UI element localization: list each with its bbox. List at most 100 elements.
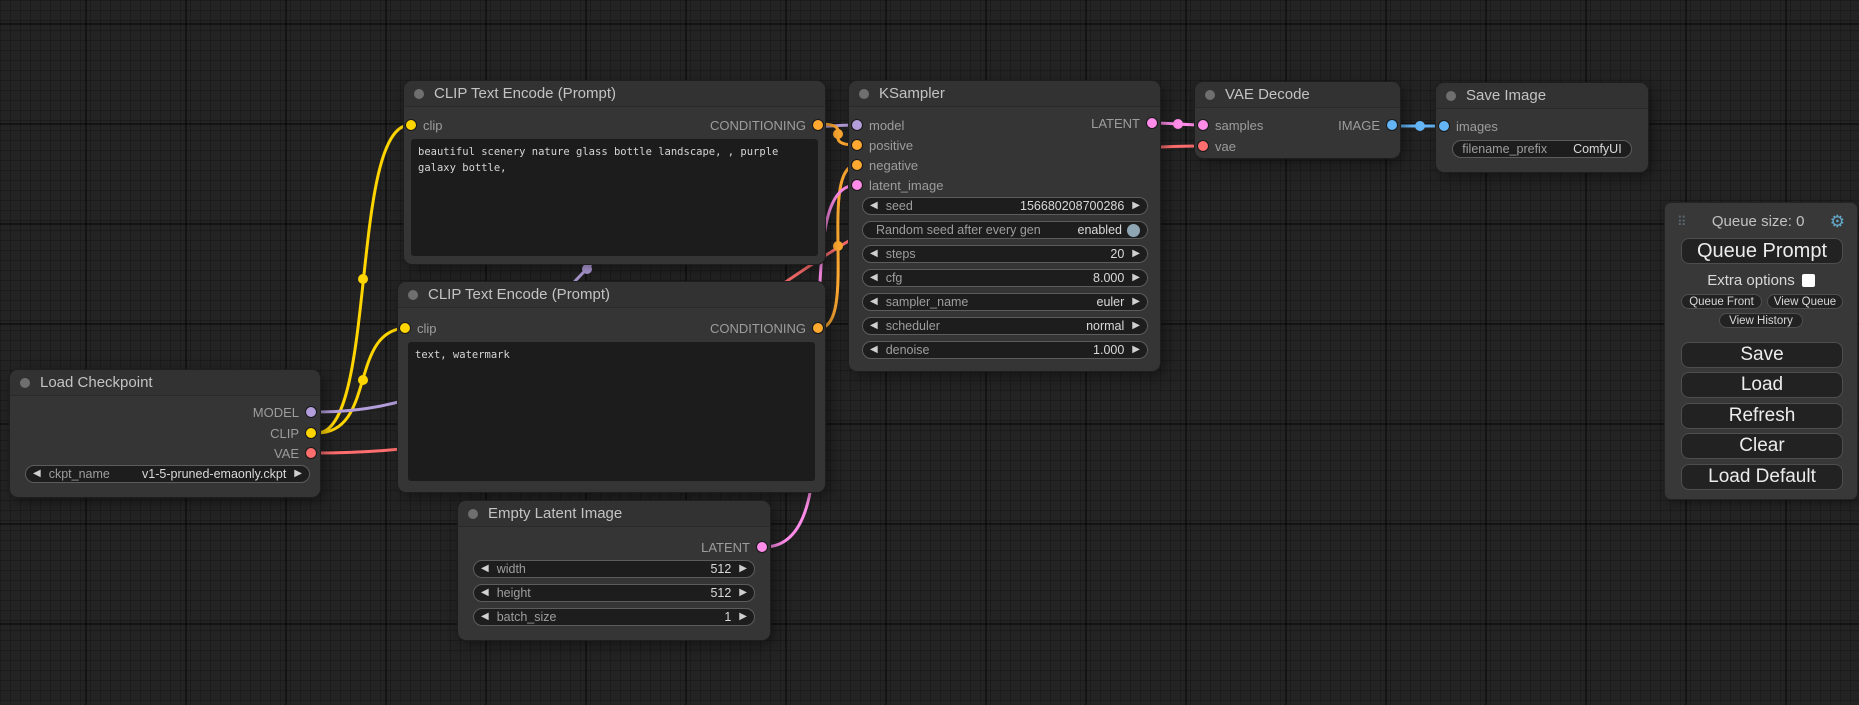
view-queue-button[interactable]: View Queue bbox=[1767, 294, 1843, 309]
input-row-images: images bbox=[1439, 117, 1498, 135]
increment-arrow-icon[interactable]: ▶ bbox=[1132, 296, 1140, 307]
settings-gear-icon[interactable]: ⚙ bbox=[1829, 212, 1845, 231]
node-load-checkpoint[interactable]: Load Checkpoint MODEL CLIP VAE ◀ ckpt_na… bbox=[10, 370, 320, 497]
decrement-arrow-icon[interactable]: ◀ bbox=[870, 344, 878, 355]
collapse-dot-icon[interactable] bbox=[20, 377, 30, 388]
widget-random-seed-toggle[interactable]: Random seed after every gen enabled bbox=[862, 221, 1148, 239]
increment-arrow-icon[interactable]: ▶ bbox=[739, 611, 747, 622]
input-port-vae[interactable] bbox=[1198, 141, 1208, 151]
wire-dot bbox=[358, 274, 368, 284]
node-title-bar[interactable]: Load Checkpoint bbox=[10, 370, 320, 396]
node-ksampler[interactable]: KSampler model positive negative latent_… bbox=[849, 81, 1160, 371]
input-port-positive[interactable] bbox=[852, 140, 862, 150]
load-default-button[interactable]: Load Default bbox=[1681, 464, 1843, 490]
node-title-bar[interactable]: VAE Decode bbox=[1195, 82, 1400, 108]
node-clip-text-encode-negative[interactable]: CLIP Text Encode (Prompt) clip CONDITION… bbox=[398, 282, 825, 492]
widget-value: 1.000 bbox=[1093, 343, 1125, 357]
decrement-arrow-icon[interactable]: ◀ bbox=[481, 587, 489, 598]
increment-arrow-icon[interactable]: ▶ bbox=[1132, 344, 1140, 355]
clear-button[interactable]: Clear bbox=[1681, 433, 1843, 459]
drag-handle-icon[interactable]: ⠿ bbox=[1677, 214, 1687, 229]
widget-seed[interactable]: ◀ seed 156680208700286 ▶ bbox=[862, 197, 1148, 215]
output-port-image[interactable] bbox=[1387, 120, 1397, 130]
increment-arrow-icon[interactable]: ▶ bbox=[1132, 320, 1140, 331]
output-row-latent: LATENT bbox=[1091, 114, 1157, 132]
input-port-negative[interactable] bbox=[852, 160, 862, 170]
queue-prompt-button[interactable]: Queue Prompt bbox=[1681, 238, 1843, 264]
collapse-dot-icon[interactable] bbox=[408, 289, 418, 300]
node-title-bar[interactable]: Save Image bbox=[1436, 83, 1648, 109]
decrement-arrow-icon[interactable]: ◀ bbox=[870, 248, 878, 259]
load-button[interactable]: Load bbox=[1681, 372, 1843, 398]
node-save-image[interactable]: Save Image images filename_prefix ComfyU… bbox=[1436, 83, 1648, 172]
node-title-bar[interactable]: CLIP Text Encode (Prompt) bbox=[398, 282, 825, 308]
decrement-arrow-icon[interactable]: ◀ bbox=[481, 611, 489, 622]
node-title-bar[interactable]: CLIP Text Encode (Prompt) bbox=[404, 81, 825, 107]
widget-value: v1-5-pruned-emaonly.ckpt bbox=[142, 467, 287, 481]
widget-scheduler[interactable]: ◀ scheduler normal ▶ bbox=[862, 317, 1148, 335]
widget-batch-size[interactable]: ◀ batch_size 1 ▶ bbox=[473, 608, 755, 626]
collapse-dot-icon[interactable] bbox=[1205, 89, 1215, 100]
input-port-clip[interactable] bbox=[406, 120, 416, 130]
port-label: MODEL bbox=[252, 404, 299, 420]
widget-filename-prefix[interactable]: filename_prefix ComfyUI bbox=[1452, 140, 1632, 158]
decrement-arrow-icon[interactable]: ◀ bbox=[870, 200, 878, 211]
toggle-icon[interactable] bbox=[1127, 223, 1140, 237]
collapse-dot-icon[interactable] bbox=[1446, 90, 1456, 101]
increment-arrow-icon[interactable]: ▶ bbox=[739, 587, 747, 598]
collapse-dot-icon[interactable] bbox=[468, 508, 478, 519]
view-history-button[interactable]: View History bbox=[1719, 313, 1803, 328]
collapse-dot-icon[interactable] bbox=[414, 88, 424, 99]
widget-height[interactable]: ◀ height 512 ▶ bbox=[473, 584, 755, 602]
wire-dot bbox=[358, 375, 368, 385]
output-port-vae[interactable] bbox=[306, 448, 316, 458]
node-title-bar[interactable]: KSampler bbox=[849, 81, 1160, 107]
widget-sampler-name[interactable]: ◀ sampler_name euler ▶ bbox=[862, 293, 1148, 311]
input-port-model[interactable] bbox=[852, 120, 862, 130]
output-port-latent[interactable] bbox=[1147, 118, 1157, 128]
prompt-textarea[interactable]: text, watermark bbox=[408, 342, 815, 481]
output-port-model[interactable] bbox=[306, 407, 316, 417]
increment-arrow-icon[interactable]: ▶ bbox=[1132, 200, 1140, 211]
decrement-arrow-icon[interactable]: ◀ bbox=[33, 468, 41, 479]
widget-label: denoise bbox=[885, 343, 930, 357]
widget-ckpt-name[interactable]: ◀ ckpt_name v1-5-pruned-emaonly.ckpt ▶ bbox=[25, 465, 310, 483]
extra-options-checkbox[interactable] bbox=[1801, 274, 1815, 287]
input-port-clip[interactable] bbox=[400, 323, 410, 333]
node-title-bar[interactable]: Empty Latent Image bbox=[458, 501, 770, 527]
input-port-latent-image[interactable] bbox=[852, 180, 862, 190]
decrement-arrow-icon[interactable]: ◀ bbox=[870, 296, 878, 307]
collapse-dot-icon[interactable] bbox=[859, 88, 869, 99]
widget-steps[interactable]: ◀ steps 20 ▶ bbox=[862, 245, 1148, 263]
decrement-arrow-icon[interactable]: ◀ bbox=[870, 272, 878, 283]
refresh-button[interactable]: Refresh bbox=[1681, 403, 1843, 429]
output-row-conditioning: CONDITIONING bbox=[710, 319, 823, 337]
save-button[interactable]: Save bbox=[1681, 342, 1843, 368]
output-port-conditioning[interactable] bbox=[813, 323, 823, 333]
decrement-arrow-icon[interactable]: ◀ bbox=[481, 563, 489, 574]
port-label: VAE bbox=[273, 445, 299, 461]
node-vae-decode[interactable]: VAE Decode samples vae IMAGE bbox=[1195, 82, 1400, 158]
node-clip-text-encode-positive[interactable]: CLIP Text Encode (Prompt) clip CONDITION… bbox=[404, 81, 825, 264]
input-port-images[interactable] bbox=[1439, 121, 1449, 131]
increment-arrow-icon[interactable]: ▶ bbox=[739, 563, 747, 574]
widget-label: seed bbox=[885, 199, 913, 213]
decrement-arrow-icon[interactable]: ◀ bbox=[870, 320, 878, 331]
widget-cfg[interactable]: ◀ cfg 8.000 ▶ bbox=[862, 269, 1148, 287]
output-port-conditioning[interactable] bbox=[813, 120, 823, 130]
input-port-samples[interactable] bbox=[1198, 120, 1208, 130]
increment-arrow-icon[interactable]: ▶ bbox=[1132, 248, 1140, 259]
queue-front-button[interactable]: Queue Front bbox=[1681, 294, 1762, 309]
widget-width[interactable]: ◀ width 512 ▶ bbox=[473, 560, 755, 578]
input-row-clip: clip bbox=[406, 116, 443, 134]
output-port-latent[interactable] bbox=[757, 542, 767, 552]
widget-denoise[interactable]: ◀ denoise 1.000 ▶ bbox=[862, 341, 1148, 359]
increment-arrow-icon[interactable]: ▶ bbox=[1132, 272, 1140, 283]
output-port-clip[interactable] bbox=[306, 428, 316, 438]
widget-label: ckpt_name bbox=[48, 467, 110, 481]
widget-label: cfg bbox=[885, 271, 903, 285]
node-empty-latent-image[interactable]: Empty Latent Image LATENT ◀ width 512 ▶ … bbox=[458, 501, 770, 640]
increment-arrow-icon[interactable]: ▶ bbox=[294, 468, 302, 479]
prompt-textarea[interactable]: beautiful scenery nature glass bottle la… bbox=[411, 139, 818, 256]
